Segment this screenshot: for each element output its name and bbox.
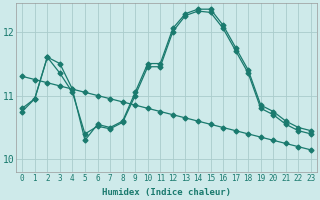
X-axis label: Humidex (Indice chaleur): Humidex (Indice chaleur) bbox=[102, 188, 231, 197]
